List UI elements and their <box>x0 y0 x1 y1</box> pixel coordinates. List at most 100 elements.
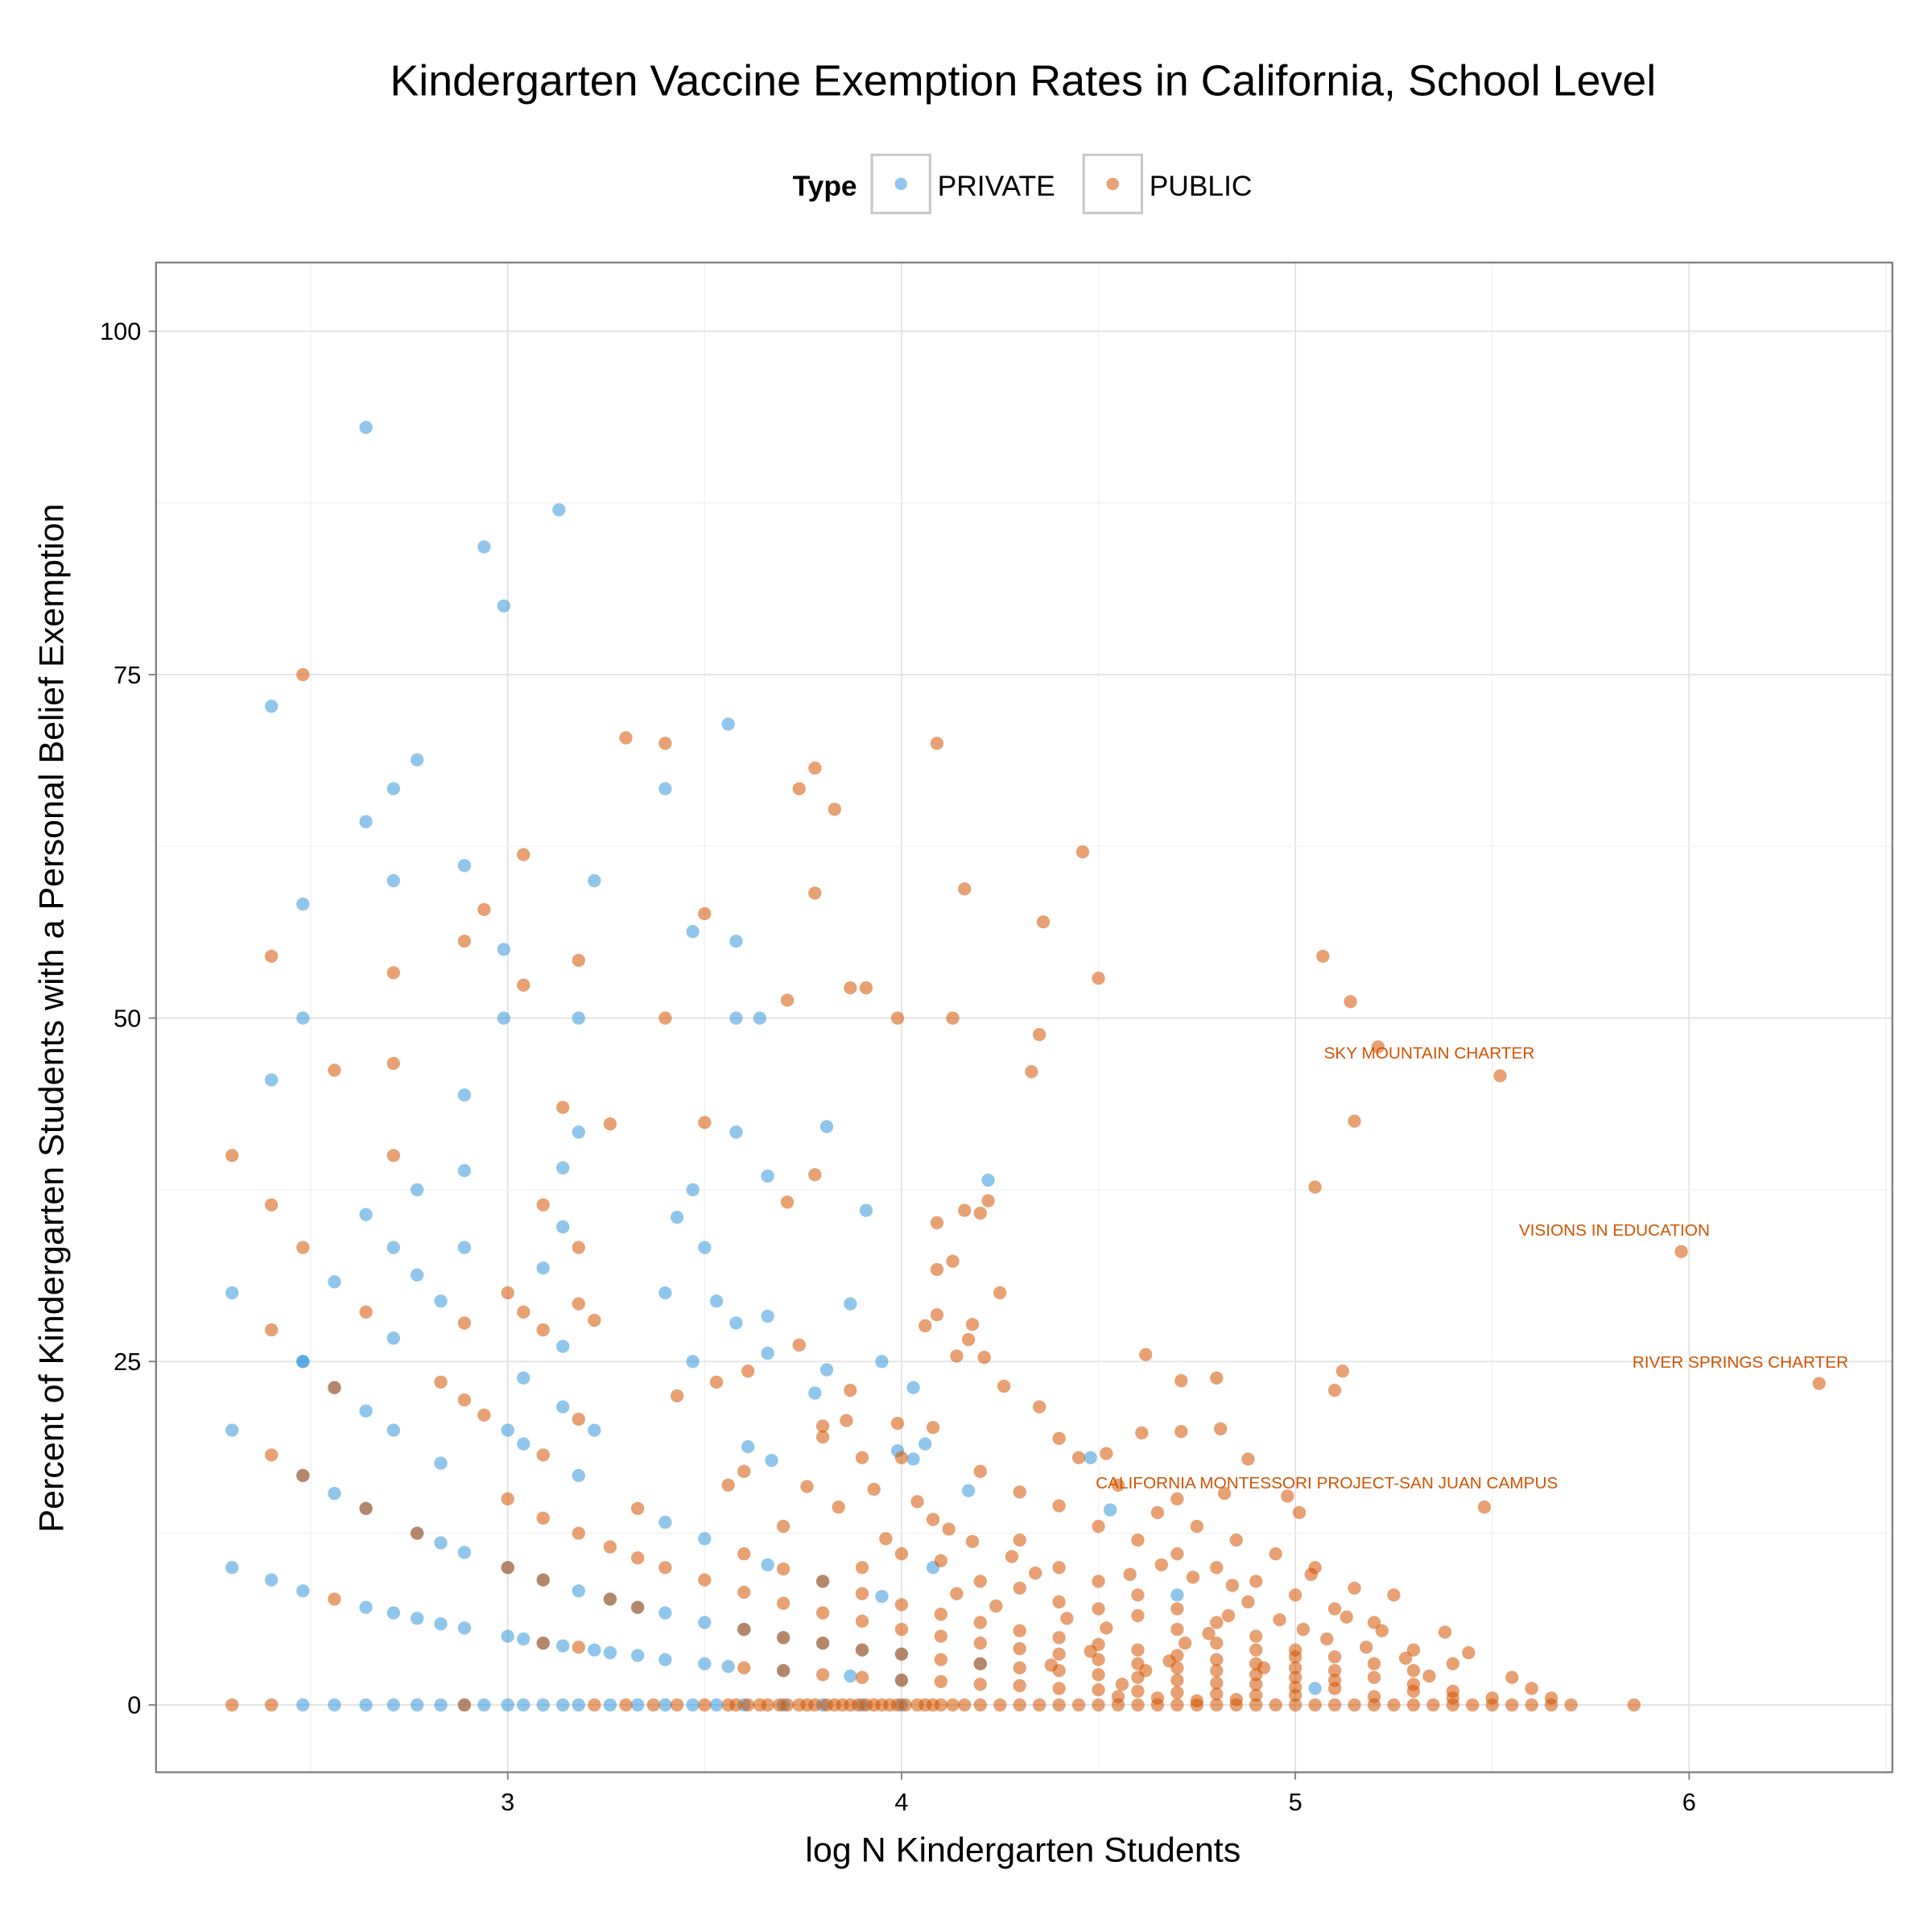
point-private <box>808 1386 822 1400</box>
point-public <box>961 1332 976 1347</box>
point-private <box>721 717 735 731</box>
point-public <box>777 1664 791 1678</box>
point-private <box>741 1439 755 1454</box>
point-public <box>1288 1670 1302 1684</box>
point-public <box>1013 1678 1026 1693</box>
plot-border <box>155 261 1893 1773</box>
point-public <box>761 1698 774 1712</box>
point-public <box>934 1629 947 1643</box>
point-private <box>434 1536 448 1550</box>
point-public <box>588 1698 601 1712</box>
point-public <box>993 1286 1007 1300</box>
x-axis-title: log N Kindergarten Students <box>805 1831 1241 1869</box>
point-private <box>296 1584 310 1598</box>
point-public <box>973 1575 987 1588</box>
point-public <box>973 1206 987 1220</box>
point-public <box>855 1587 869 1600</box>
point-public <box>1111 1690 1125 1703</box>
data-points <box>225 420 1826 1712</box>
point-public <box>1367 1616 1381 1629</box>
point-public <box>1221 1608 1236 1623</box>
point-public <box>1674 1245 1688 1258</box>
point-public <box>855 1561 869 1575</box>
point-private <box>556 1220 570 1234</box>
point-public <box>958 1698 972 1712</box>
point-private <box>729 1316 743 1330</box>
point-public <box>1249 1629 1263 1643</box>
point-private <box>844 1297 857 1311</box>
point-public <box>1190 1694 1203 1707</box>
point-private <box>556 1639 570 1653</box>
point-public <box>1525 1698 1538 1712</box>
point-private <box>603 1645 617 1660</box>
point-private <box>328 1275 341 1289</box>
point-public <box>1202 1627 1216 1641</box>
point-public <box>517 1305 530 1319</box>
point-public <box>359 1501 373 1516</box>
point-public <box>1052 1499 1066 1513</box>
point-public <box>934 1608 947 1621</box>
point-public <box>1348 1114 1361 1128</box>
point-public <box>898 1698 912 1712</box>
point-private <box>328 1698 341 1712</box>
point-public <box>1225 1579 1240 1592</box>
point-private <box>761 1346 774 1360</box>
y-tick-label: 0 <box>127 1691 141 1719</box>
point-private <box>386 1241 400 1254</box>
point-public <box>1111 1478 1125 1492</box>
point-public <box>477 1408 491 1422</box>
point-public <box>225 1698 239 1712</box>
point-public <box>1281 1489 1294 1503</box>
point-private <box>517 1437 530 1451</box>
point-public <box>1288 1698 1302 1712</box>
point-public <box>894 1674 909 1687</box>
point-private <box>859 1203 873 1217</box>
point-private <box>658 1606 672 1620</box>
point-private <box>386 1331 400 1345</box>
point-public <box>1229 1533 1243 1547</box>
point-public <box>973 1657 987 1670</box>
point-public <box>844 981 857 995</box>
point-public <box>777 1519 791 1534</box>
point-public <box>1190 1519 1203 1534</box>
point-public <box>1296 1622 1311 1637</box>
point-public <box>934 1698 947 1712</box>
point-public <box>890 1416 905 1430</box>
point-public <box>1292 1505 1307 1520</box>
x-axis: 3 4 5 6 <box>501 1772 1696 1816</box>
point-public <box>603 1117 617 1131</box>
point-public <box>1340 1610 1353 1624</box>
legend-key-private <box>870 153 931 215</box>
point-public <box>942 1522 956 1536</box>
point-public <box>808 1168 822 1182</box>
point-public <box>536 1198 550 1212</box>
point-public <box>1170 1686 1184 1699</box>
point-public <box>1071 1451 1086 1464</box>
point-private <box>359 420 373 435</box>
point-private <box>517 1698 530 1712</box>
point-public <box>359 1305 373 1319</box>
point-public <box>1505 1670 1519 1684</box>
point-public <box>1013 1661 1026 1675</box>
point-public <box>1131 1698 1145 1712</box>
point-public <box>1154 1558 1168 1572</box>
point-public <box>1139 1348 1153 1361</box>
point-public <box>501 1286 514 1300</box>
point-private <box>501 1629 514 1643</box>
point-private <box>588 873 601 888</box>
point-public <box>1013 1581 1026 1596</box>
point-public <box>1288 1650 1302 1664</box>
point-private <box>411 1612 424 1625</box>
point-public <box>1367 1670 1381 1684</box>
point-public <box>517 848 530 861</box>
point-public <box>1812 1377 1826 1390</box>
point-private <box>919 1437 932 1451</box>
point-public <box>989 1599 1003 1613</box>
point-public <box>1269 1698 1282 1712</box>
point-private <box>709 1698 724 1712</box>
point-private <box>844 1669 857 1683</box>
point-public <box>965 1318 980 1331</box>
point-public <box>737 1464 751 1478</box>
point-public <box>1084 1645 1097 1658</box>
point-private <box>698 1241 712 1254</box>
